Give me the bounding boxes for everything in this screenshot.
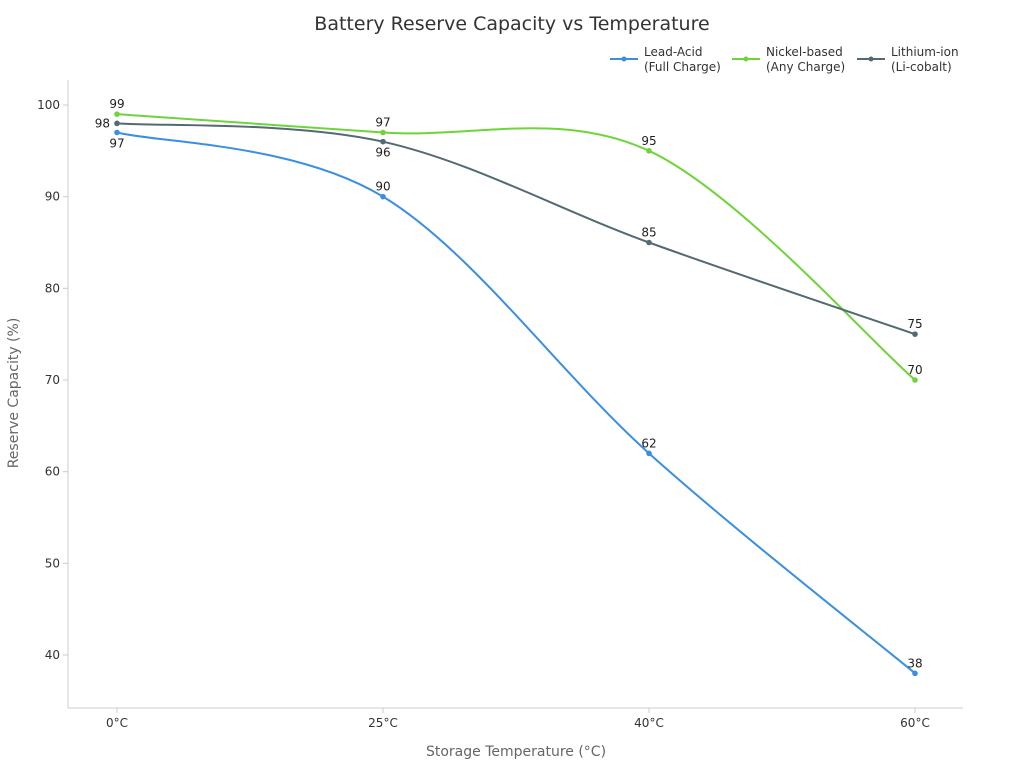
data-label: 99 <box>109 97 124 111</box>
data-point <box>380 193 386 200</box>
legend-label: (Li-cobalt) <box>891 60 952 74</box>
data-point <box>912 377 918 383</box>
data-point <box>646 239 652 246</box>
data-label: 38 <box>907 656 922 670</box>
y-tick-label: 90 <box>45 190 60 204</box>
data-point <box>114 120 120 127</box>
data-point <box>912 331 918 337</box>
x-tick-label: 0°C <box>106 716 128 730</box>
data-label: 75 <box>907 317 922 331</box>
data-label: 95 <box>641 134 656 148</box>
legend-label: (Any Charge) <box>766 60 845 74</box>
series-line-0 <box>116 131 916 675</box>
y-tick-label: 40 <box>45 648 60 662</box>
data-label: 90 <box>375 180 390 194</box>
data-label: 70 <box>907 363 922 377</box>
series-line-2 <box>116 122 916 336</box>
data-label: 62 <box>641 436 656 450</box>
series-line-1 <box>116 113 916 381</box>
data-point <box>380 129 386 136</box>
data-label: 97 <box>109 137 124 151</box>
y-axis-label: Reserve Capacity (%) <box>6 318 22 469</box>
y-tick-label: 60 <box>45 465 60 479</box>
legend-label: Nickel-based <box>766 45 843 59</box>
legend-label: Lead-Acid <box>644 45 702 59</box>
legend-label: (Full Charge) <box>644 60 721 74</box>
legend-item: Lithium-ion(Li-cobalt) <box>857 45 959 74</box>
legend-label: Lithium-ion <box>891 45 959 59</box>
data-label: 96 <box>375 146 390 160</box>
data-point <box>912 670 918 677</box>
data-point <box>646 450 652 457</box>
data-point <box>380 138 386 145</box>
data-label: 85 <box>641 226 656 240</box>
x-axis-label: Storage Temperature (°C) <box>426 744 606 760</box>
legend-marker <box>621 56 627 62</box>
y-tick-label: 100 <box>37 98 60 112</box>
x-tick-label: 40°C <box>634 716 664 730</box>
data-label: 97 <box>375 116 390 130</box>
data-point <box>114 129 120 136</box>
legend-item: Lead-Acid(Full Charge) <box>610 45 721 74</box>
x-tick-label: 25°C <box>368 716 398 730</box>
data-point <box>114 111 120 117</box>
y-tick-label: 50 <box>45 556 60 570</box>
legend-item: Nickel-based(Any Charge) <box>732 45 845 74</box>
data-label: 98 <box>95 116 110 130</box>
y-tick-label: 70 <box>45 373 60 387</box>
y-tick-label: 80 <box>45 281 60 295</box>
data-point <box>646 148 652 154</box>
chart-title: Battery Reserve Capacity vs Temperature <box>314 13 709 35</box>
x-tick-label: 60°C <box>900 716 930 730</box>
legend-marker <box>743 56 749 62</box>
legend-marker <box>868 56 874 62</box>
